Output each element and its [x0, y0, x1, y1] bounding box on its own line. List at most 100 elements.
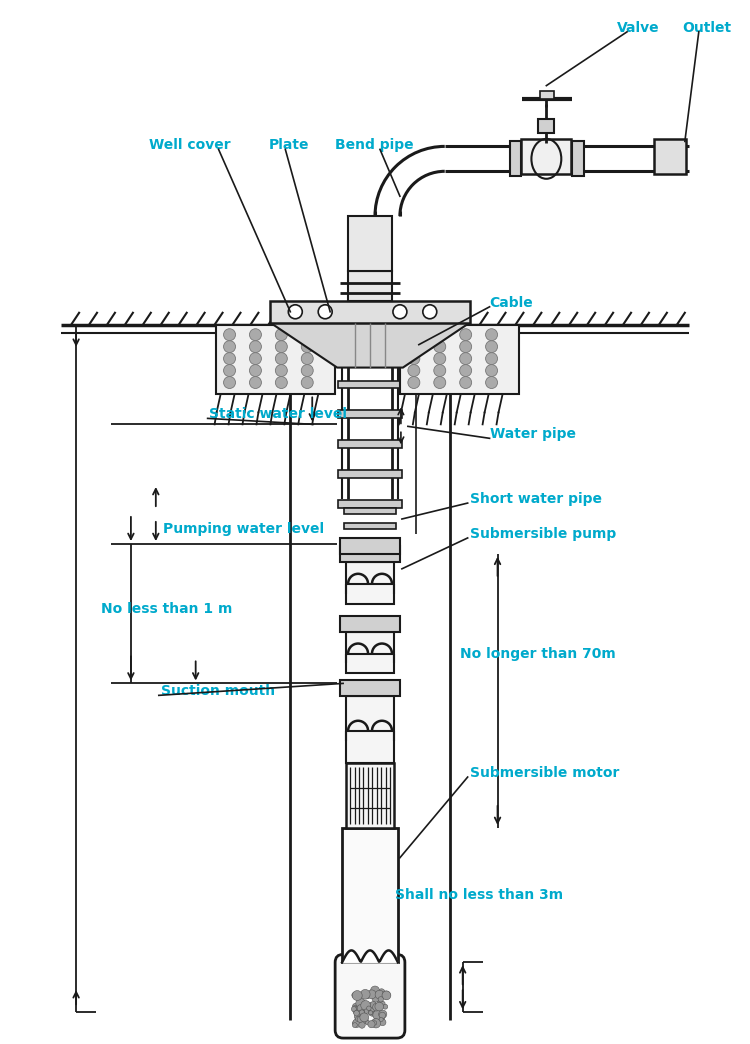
Bar	[654, 140, 686, 174]
Circle shape	[224, 364, 236, 377]
Circle shape	[357, 1017, 363, 1022]
Circle shape	[379, 1011, 387, 1018]
Bar	[346, 632, 394, 673]
Circle shape	[408, 340, 420, 353]
Circle shape	[368, 990, 376, 999]
Circle shape	[379, 1018, 383, 1022]
Circle shape	[250, 377, 262, 388]
Circle shape	[358, 1010, 364, 1016]
Circle shape	[377, 1015, 385, 1022]
Bar	[541, 91, 554, 98]
Circle shape	[224, 329, 236, 340]
Circle shape	[408, 329, 420, 340]
Circle shape	[302, 377, 313, 388]
Bar	[346, 562, 394, 603]
Text: Shall no less than 3m: Shall no less than 3m	[395, 887, 563, 902]
Bar	[340, 546, 400, 562]
Circle shape	[433, 364, 445, 377]
Circle shape	[433, 377, 445, 388]
Bar	[572, 141, 584, 176]
Circle shape	[352, 993, 358, 998]
Circle shape	[318, 305, 332, 318]
Circle shape	[275, 364, 287, 377]
Circle shape	[250, 340, 262, 353]
Text: Short water pipe: Short water pipe	[470, 492, 602, 506]
Circle shape	[224, 377, 236, 388]
Bar	[215, 325, 335, 395]
Bar	[340, 616, 400, 632]
Text: Suction mouth: Suction mouth	[160, 685, 275, 698]
Circle shape	[379, 1013, 386, 1019]
Circle shape	[371, 1009, 378, 1016]
Circle shape	[460, 364, 472, 377]
Circle shape	[374, 1007, 379, 1013]
Circle shape	[302, 353, 313, 364]
Bar	[509, 141, 521, 176]
Text: Submersible pump: Submersible pump	[470, 527, 616, 541]
Bar	[338, 410, 402, 419]
Circle shape	[380, 1001, 386, 1006]
Circle shape	[380, 1019, 386, 1025]
Bar	[344, 508, 396, 514]
Circle shape	[354, 1011, 359, 1016]
Circle shape	[224, 340, 236, 353]
Bar	[342, 828, 398, 963]
Text: Water pipe: Water pipe	[490, 427, 575, 442]
Circle shape	[382, 991, 391, 1000]
Circle shape	[368, 1002, 377, 1012]
Circle shape	[352, 1003, 358, 1010]
Circle shape	[372, 995, 380, 1002]
Circle shape	[358, 1022, 365, 1028]
Text: Pumping water level: Pumping water level	[163, 522, 324, 536]
Bar	[344, 523, 396, 529]
Circle shape	[485, 340, 497, 353]
Text: Cable: Cable	[490, 295, 533, 310]
Circle shape	[371, 1019, 380, 1027]
Circle shape	[485, 353, 497, 364]
Circle shape	[408, 364, 420, 377]
Circle shape	[377, 998, 382, 1003]
Text: Valve: Valve	[617, 21, 660, 34]
Circle shape	[302, 364, 313, 377]
Circle shape	[375, 1002, 383, 1011]
Circle shape	[361, 990, 370, 999]
Circle shape	[365, 1020, 370, 1025]
Circle shape	[485, 364, 497, 377]
Bar	[340, 681, 400, 696]
Circle shape	[372, 1021, 376, 1025]
Circle shape	[275, 377, 287, 388]
Circle shape	[288, 305, 302, 318]
Circle shape	[370, 986, 380, 995]
Circle shape	[433, 340, 445, 353]
Circle shape	[224, 353, 236, 364]
Circle shape	[250, 329, 262, 340]
Circle shape	[368, 1021, 375, 1027]
Circle shape	[382, 1004, 388, 1010]
Circle shape	[302, 329, 313, 340]
Bar	[348, 216, 392, 271]
Bar	[338, 380, 402, 388]
Bar	[346, 763, 394, 828]
Text: No longer than 70m: No longer than 70m	[460, 646, 616, 661]
Text: Outlet: Outlet	[682, 21, 731, 34]
Bar	[271, 301, 470, 323]
Circle shape	[485, 329, 497, 340]
Circle shape	[378, 997, 383, 1002]
Circle shape	[370, 1006, 376, 1013]
Circle shape	[423, 305, 436, 318]
Circle shape	[371, 1019, 381, 1028]
Text: No less than 1 m: No less than 1 m	[101, 601, 232, 616]
Circle shape	[368, 1011, 373, 1015]
Circle shape	[408, 353, 420, 364]
Circle shape	[460, 329, 472, 340]
Bar	[348, 271, 392, 301]
Circle shape	[408, 377, 420, 388]
Circle shape	[358, 1007, 367, 1016]
Circle shape	[354, 1014, 361, 1020]
Circle shape	[375, 991, 384, 999]
Text: Static water level: Static water level	[209, 407, 346, 422]
Circle shape	[352, 991, 362, 1000]
Circle shape	[351, 1006, 356, 1012]
Circle shape	[373, 1011, 382, 1020]
Circle shape	[460, 377, 472, 388]
